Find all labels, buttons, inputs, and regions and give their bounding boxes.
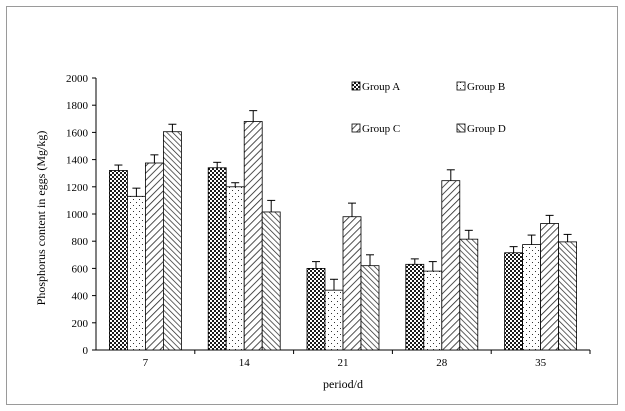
legend-swatch-group-d (456, 123, 466, 133)
x-tick-label: 7 (143, 357, 149, 369)
bar-group-c-21 (342, 216, 362, 351)
y-tick-label: 200 (72, 318, 89, 330)
y-tick-label: 1200 (66, 182, 89, 194)
legend-label: Group B (467, 81, 505, 93)
bar-group-b-35 (522, 244, 541, 351)
bar-group-c-7 (144, 162, 164, 351)
x-axis-label: period/d (323, 377, 363, 391)
y-tick-label: 1400 (66, 155, 89, 167)
bar-group-d-35 (558, 241, 577, 351)
legend-label: Group C (362, 123, 400, 135)
bar-group-b-28 (423, 270, 443, 351)
bar-group-c-14 (243, 121, 263, 351)
bar-group-a-21 (306, 267, 326, 351)
bar-group-b-21 (324, 289, 344, 351)
x-tick-label: 35 (535, 357, 547, 369)
bar-group-d-28 (459, 238, 479, 351)
x-tick-label: 21 (338, 357, 349, 369)
bar-group-a-7 (109, 170, 128, 351)
bar-group-a-35 (504, 252, 524, 351)
y-tick-label: 800 (72, 236, 89, 248)
y-tick-label: 2000 (66, 73, 89, 85)
y-tick-label: 1800 (66, 100, 89, 112)
bar-group-c-28 (441, 180, 461, 351)
x-tick-label: 28 (436, 357, 448, 369)
y-tick-label: 400 (72, 291, 89, 303)
x-tick-label: 14 (239, 357, 251, 369)
legend-swatch-group-c (351, 123, 361, 133)
bar-group-b-7 (127, 195, 146, 351)
legend-swatch-group-b (456, 81, 466, 91)
bar-group-a-14 (207, 167, 227, 351)
y-tick-label: 0 (83, 345, 89, 357)
bar-group-d-21 (360, 265, 380, 351)
y-tick-label: 1600 (66, 127, 89, 139)
bar-group-a-28 (405, 263, 425, 351)
bar-group-d-7 (162, 131, 182, 351)
y-tick-label: 1000 (66, 209, 89, 221)
y-axis-label: Phosphorus content in eggs (Mg/kg) (34, 131, 48, 306)
bar-group-b-14 (225, 186, 245, 351)
legend-swatch-group-a (351, 81, 361, 91)
bar-group-c-35 (540, 223, 559, 351)
legend-label: Group A (362, 81, 400, 93)
bar-group-d-14 (261, 211, 281, 351)
chart-frame (6, 6, 618, 405)
y-tick-label: 600 (72, 263, 89, 275)
legend-label: Group D (467, 123, 506, 135)
